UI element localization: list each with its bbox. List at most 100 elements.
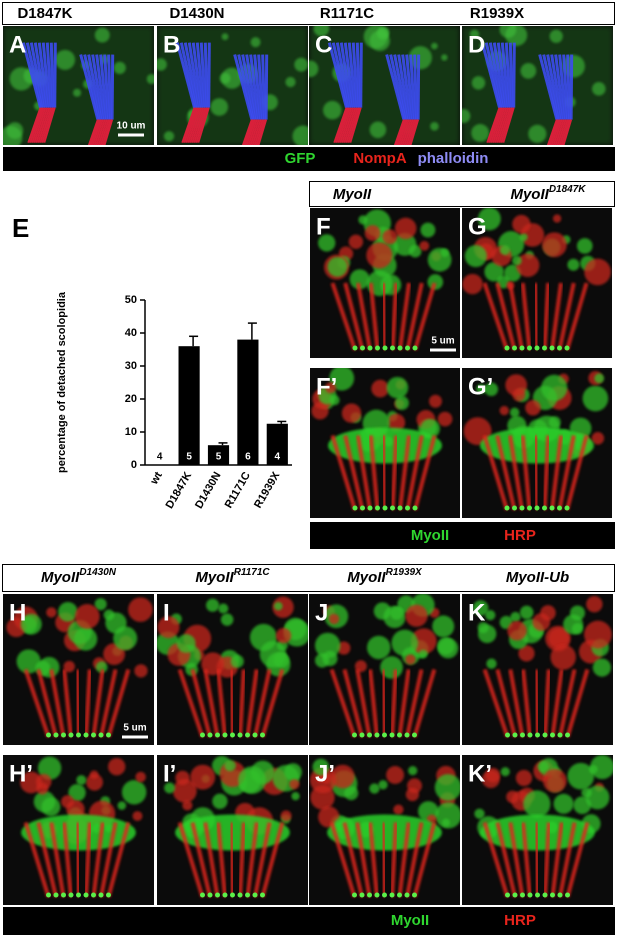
blob — [576, 238, 593, 254]
panel-letter: K’ — [468, 760, 492, 787]
tip — [557, 505, 562, 511]
tip — [512, 732, 518, 738]
x-tick-label: R1171C — [223, 470, 253, 510]
tip — [404, 892, 410, 898]
header-base: MyoII — [347, 569, 386, 586]
fibre — [339, 107, 353, 143]
rod — [557, 282, 576, 351]
legend-label: phalloidin — [418, 150, 489, 167]
fibre — [241, 54, 257, 120]
fibre — [385, 54, 406, 120]
blob — [474, 808, 485, 819]
rod — [508, 822, 525, 898]
tip — [367, 345, 373, 351]
rod — [343, 282, 365, 351]
fibre — [49, 42, 55, 108]
fibre — [25, 42, 44, 108]
fibre — [103, 119, 114, 145]
blob — [405, 654, 416, 665]
blob — [582, 385, 609, 412]
fibre — [45, 42, 53, 108]
blob — [16, 649, 41, 674]
fibre — [95, 54, 107, 120]
blob — [274, 601, 283, 611]
fibre — [347, 107, 361, 143]
rod — [74, 822, 81, 898]
rod — [84, 822, 92, 898]
tip — [549, 505, 555, 511]
blob — [441, 818, 451, 827]
rod — [482, 821, 510, 898]
tip — [61, 732, 66, 738]
rod — [356, 282, 372, 351]
image-content — [462, 26, 613, 145]
blob — [408, 766, 418, 776]
tip — [405, 505, 410, 511]
fibre — [480, 42, 501, 109]
rod — [482, 434, 509, 511]
rod — [245, 822, 259, 898]
fibre — [33, 107, 47, 143]
blob — [410, 628, 437, 654]
rod — [565, 282, 589, 351]
blob — [592, 658, 612, 677]
blob — [542, 768, 567, 793]
blob — [518, 645, 535, 662]
fibre — [27, 107, 42, 143]
fibre — [349, 107, 362, 143]
rod — [342, 668, 364, 738]
panel-letter: H’ — [9, 760, 33, 787]
tip — [512, 345, 517, 351]
tip — [390, 505, 395, 511]
panel-letter: F — [316, 213, 331, 240]
fibre — [395, 119, 407, 145]
blob — [68, 783, 86, 802]
fibre — [110, 54, 115, 120]
blob — [55, 49, 76, 70]
fibre — [552, 119, 563, 145]
tip — [542, 892, 548, 898]
rod — [542, 282, 551, 351]
blob — [330, 764, 355, 789]
blob — [434, 774, 460, 801]
rod — [190, 822, 212, 898]
fibre — [183, 42, 199, 108]
blob — [500, 245, 510, 255]
tip — [527, 345, 532, 351]
blob — [369, 783, 380, 794]
blob — [462, 108, 471, 124]
blob — [73, 88, 82, 97]
tip — [359, 892, 365, 898]
tip — [512, 892, 518, 898]
fibre — [247, 119, 258, 145]
micrograph — [309, 594, 460, 745]
fibre — [560, 119, 571, 145]
rod — [557, 435, 576, 511]
blob — [94, 27, 110, 43]
blob — [519, 605, 534, 620]
fibre — [181, 107, 196, 143]
tip — [215, 732, 220, 738]
rod — [533, 435, 539, 511]
legend-label: NompA — [353, 150, 406, 167]
rod — [368, 435, 380, 511]
fibre — [233, 54, 254, 120]
fibre — [393, 54, 409, 120]
y-axis-label: percentage of detached scolopidia — [56, 291, 68, 473]
fibre — [397, 119, 408, 145]
rod — [565, 434, 589, 511]
tip — [200, 732, 205, 738]
rod — [412, 821, 437, 898]
tip — [98, 892, 104, 898]
tip — [397, 732, 402, 738]
rod — [380, 669, 387, 738]
rod — [495, 435, 517, 511]
rod — [558, 669, 577, 738]
blob — [3, 126, 23, 145]
blob — [146, 73, 154, 85]
micrograph — [157, 755, 308, 905]
fibre — [556, 119, 567, 145]
rod — [533, 282, 539, 351]
blob — [594, 373, 605, 384]
x-tick-label: R1939X — [252, 469, 283, 510]
